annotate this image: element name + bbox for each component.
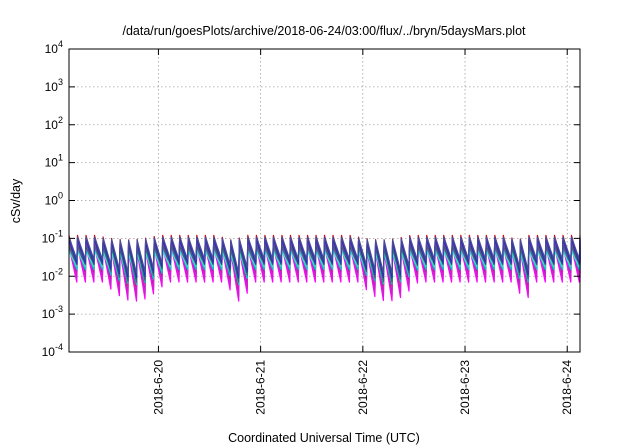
y-tick-base: 10 [42,345,56,359]
y-tick-exponent: -3 [55,304,63,314]
grid [69,49,580,352]
y-tick-label: 10-3 [42,304,63,321]
y-tick-exponent: 2 [58,115,63,125]
x-tick-label: 2018-6-20 [151,360,165,415]
x-tick-label: 2018-6-22 [356,360,370,415]
y-tick-base: 10 [42,307,56,321]
y-tick-base: 10 [45,118,59,132]
chart-title: /data/run/goesPlots/archive/2018-06-24/0… [122,24,526,38]
y-tick-base: 10 [45,194,59,208]
axis-ticks [69,48,580,353]
y-tick-exponent: -1 [55,228,63,238]
series-line-7 [68,244,581,283]
y-tick-base: 10 [42,231,56,245]
y-tick-label: 10-1 [42,228,63,245]
y-tick-base: 10 [42,269,56,283]
y-tick-label: 101 [45,153,63,170]
y-tick-label: 10-2 [42,266,63,283]
y-tick-label: 100 [45,191,63,208]
y-tick-exponent: 0 [58,191,63,201]
series-line-9 [68,239,581,279]
x-tick-label: 2018-6-23 [458,360,472,415]
series-group [68,234,581,302]
y-tick-base: 10 [45,156,59,170]
y-axis-label: cSv/day [9,178,23,223]
y-tick-exponent: 3 [58,77,63,87]
y-tick-base: 10 [45,42,59,56]
y-tick-exponent: -2 [55,266,63,276]
x-tick-label: 2018-6-24 [560,360,574,415]
series-line-6 [68,250,581,281]
x-axis-tick-labels: 2018-6-20 2018-6-21 2018-6-22 2018-6-23 2018… [151,360,574,415]
y-tick-label: 102 [45,115,63,132]
y-tick-label: 104 [45,39,63,56]
x-axis-label: Coordinated Universal Time (UTC) [228,431,420,445]
y-tick-exponent: 1 [58,153,63,163]
x-tick-label: 2018-6-21 [254,360,268,415]
series-line-10 [68,236,581,274]
y-tick-base: 10 [45,80,59,94]
y-tick-exponent: -4 [55,342,63,352]
y-tick-exponent: 4 [58,39,63,49]
y-tick-label: 103 [45,77,63,94]
y-tick-label: 10-4 [42,342,63,359]
